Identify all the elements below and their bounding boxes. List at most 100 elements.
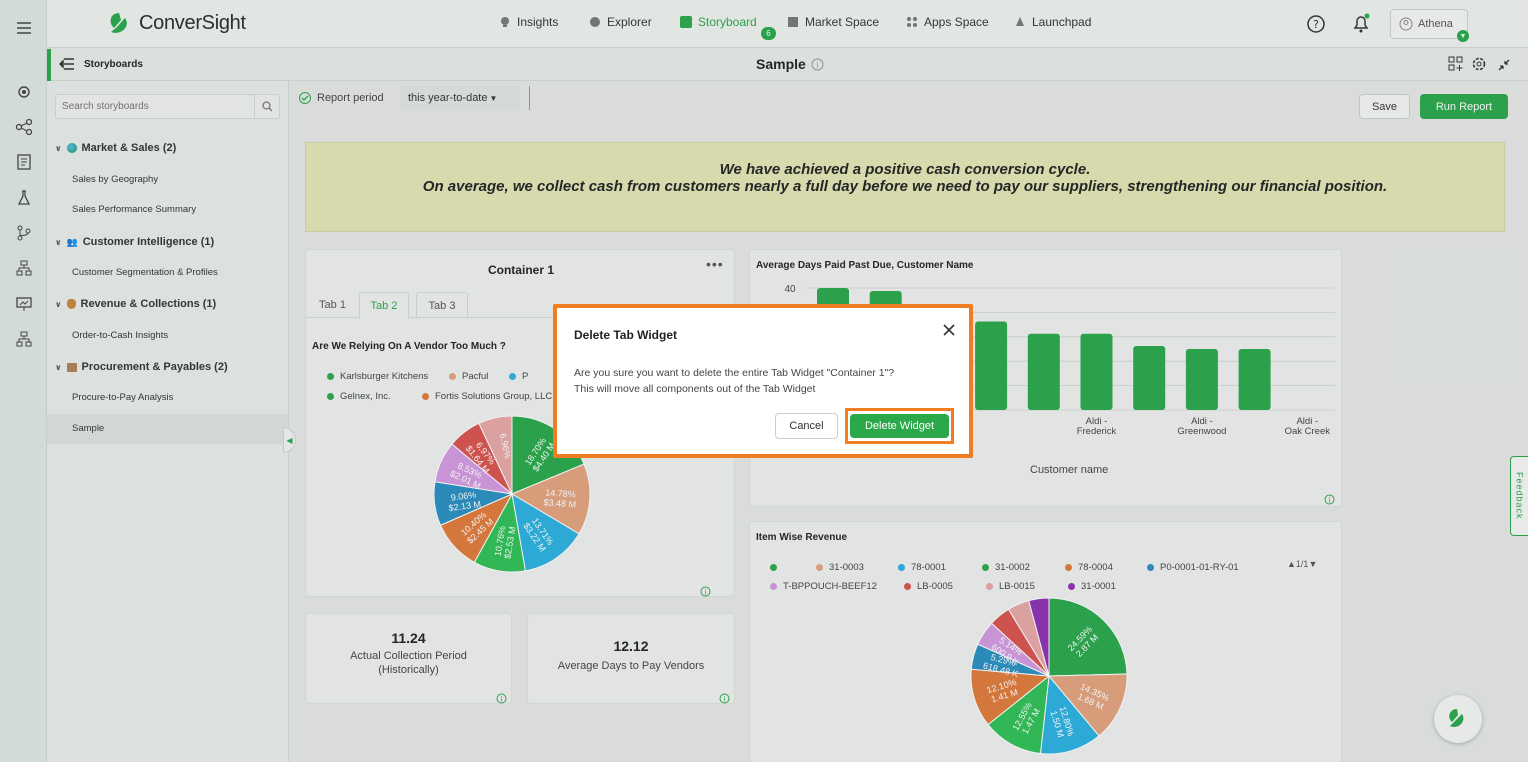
legend-item[interactable]: LB-0005: [904, 577, 986, 596]
report-period-check-icon[interactable]: [299, 92, 311, 104]
svg-text:i: i: [705, 589, 707, 597]
legend-item[interactable]: 31-0002: [982, 558, 1065, 577]
org-chart-icon[interactable]: [14, 329, 34, 349]
nav-apps-space[interactable]: Apps Space: [906, 15, 989, 29]
report-period-select[interactable]: this year-to-date ▼: [400, 86, 520, 110]
nav-market-space[interactable]: Market Space: [787, 15, 879, 29]
collapse-arrows-icon[interactable]: [1498, 58, 1510, 76]
x-tick-label: Frederick: [1077, 426, 1117, 437]
confirm-highlight: [845, 408, 954, 444]
sidebar-category-procurement-payables[interactable]: ∨ Procurement & Payables (2): [55, 361, 228, 373]
sidebar-category-customer-intelligence[interactable]: ∨ 👥 Customer Intelligence (1): [55, 236, 214, 248]
tab-2[interactable]: Tab 2: [359, 292, 409, 319]
legend-pager[interactable]: ▲1/1▼: [1287, 559, 1317, 569]
hamburger-menu-icon[interactable]: [14, 18, 34, 38]
sidebar-item-procure-to-pay[interactable]: Procure-to-Pay Analysis: [72, 392, 174, 403]
legend-item[interactable]: 78-0001: [898, 558, 982, 577]
bar[interactable]: [1027, 333, 1060, 410]
info-icon[interactable]: i: [811, 58, 824, 71]
search-input[interactable]: [56, 95, 246, 118]
vendor-pie-slice[interactable]: [511, 493, 580, 572]
pager-down-icon[interactable]: ▼: [1308, 559, 1318, 569]
legend-swatch: [1147, 563, 1154, 571]
run-report-button[interactable]: Run Report: [1420, 94, 1508, 119]
connections-icon[interactable]: [14, 117, 34, 137]
settings-icon[interactable]: [14, 82, 34, 102]
brand-logo[interactable]: ConverSight: [105, 10, 246, 36]
item-pie-slice[interactable]: [987, 674, 1050, 755]
sidebar-item-sales-performance[interactable]: Sales Performance Summary: [72, 204, 197, 215]
report-icon[interactable]: [14, 152, 34, 172]
bar[interactable]: [1080, 333, 1113, 410]
info-icon[interactable]: i: [719, 691, 730, 709]
legend-item[interactable]: 31-0001: [1068, 577, 1138, 596]
branch-icon[interactable]: [14, 223, 34, 243]
vendor-pie-slice-label: 14.78%$3.48 M: [543, 487, 576, 509]
legend-item[interactable]: 78-0004: [1065, 558, 1147, 577]
user-menu[interactable]: Athena ▼: [1390, 9, 1469, 42]
legend-item[interactable]: Pacful: [449, 367, 509, 387]
sidebar-category-revenue-collections[interactable]: ∨ Revenue & Collections (1): [55, 298, 216, 310]
item-pie-slice[interactable]: [1047, 673, 1128, 737]
tab-bar: Tab 1 Tab 2 Tab 3: [306, 290, 736, 319]
notification-bell-icon[interactable]: [1351, 13, 1371, 40]
sidebar-category-market-sales[interactable]: ∨ Market & Sales (2): [55, 142, 176, 154]
bar[interactable]: [1238, 349, 1271, 410]
tab-3[interactable]: Tab 3: [416, 292, 468, 318]
nav-launchpad[interactable]: Launchpad: [1014, 15, 1091, 29]
more-options-icon[interactable]: •••: [706, 256, 724, 272]
nav-explorer[interactable]: Explorer: [589, 15, 652, 29]
report-period-value: this year-to-date: [408, 92, 488, 104]
legend-item[interactable]: T-BPPOUCH-BEEF12: [770, 577, 904, 596]
lab-flask-icon[interactable]: [14, 188, 34, 208]
item-revenue-card: Item Wise Revenue 31-0003 78-0001 31-0002 7…: [749, 521, 1342, 762]
bar[interactable]: [975, 321, 1008, 410]
info-icon[interactable]: i: [700, 584, 711, 602]
item-pie-slice[interactable]: [1048, 597, 1128, 677]
legend-item[interactable]: [770, 558, 816, 577]
legend-item[interactable]: P: [509, 367, 539, 387]
info-icon[interactable]: i: [496, 691, 507, 709]
add-widget-icon[interactable]: [1448, 56, 1464, 77]
save-button[interactable]: Save: [1359, 94, 1410, 119]
user-menu-chevron-icon: ▼: [1457, 30, 1469, 42]
legend-item[interactable]: Karlsburger Kitchens: [327, 367, 449, 387]
delete-widget-button[interactable]: Delete Widget: [850, 414, 949, 438]
gear-icon[interactable]: [1471, 56, 1487, 77]
vendor-pie-slice[interactable]: [478, 415, 513, 495]
bar[interactable]: [1185, 349, 1218, 410]
hierarchy-icon[interactable]: [14, 258, 34, 278]
item-pie-slice[interactable]: [1028, 597, 1050, 677]
bar[interactable]: [1133, 345, 1166, 410]
collapse-sidebar-toggle[interactable]: ◀: [283, 427, 296, 453]
x-tick-label: Aldi -: [1296, 416, 1318, 427]
item-pie-slice[interactable]: [1039, 674, 1100, 755]
pager-up-icon[interactable]: ▲: [1287, 559, 1296, 569]
legend-item[interactable]: P0-0001-01-RY-01: [1147, 558, 1277, 577]
assistant-chat-button[interactable]: [1434, 695, 1482, 743]
nav-storyboard[interactable]: Storyboard 6: [680, 15, 776, 40]
bulb-icon: [501, 17, 509, 27]
legend-item[interactable]: Fortis Solutions Group, LLC: [422, 387, 552, 407]
legend-item[interactable]: LB-0015: [986, 577, 1068, 596]
feedback-tab[interactable]: Feedback: [1510, 456, 1528, 536]
vendor-legend: Karlsburger Kitchens Pacful P Gelnex, Inc.…: [327, 367, 577, 407]
search-icon[interactable]: [254, 95, 279, 118]
vendor-pie-slice[interactable]: [510, 463, 591, 535]
collapse-list-icon[interactable]: [59, 57, 75, 76]
info-icon[interactable]: i: [1324, 492, 1335, 510]
tab-1[interactable]: Tab 1: [319, 299, 346, 311]
sidebar-item-sample[interactable]: Sample: [72, 423, 105, 434]
legend-item[interactable]: 31-0003: [816, 558, 898, 577]
legend-item[interactable]: Gelnex, Inc.: [327, 387, 422, 407]
close-icon[interactable]: [942, 323, 956, 342]
help-icon[interactable]: ?: [1306, 14, 1326, 39]
cancel-button[interactable]: Cancel: [775, 413, 838, 439]
sidebar-item-sales-by-geography[interactable]: Sales by Geography: [72, 174, 159, 185]
sidebar-item-customer-segmentation[interactable]: Customer Segmentation & Profiles: [72, 267, 218, 278]
presentation-icon[interactable]: [14, 294, 34, 314]
item-pie-slice[interactable]: [970, 668, 1051, 726]
sidebar-item-order-to-cash[interactable]: Order-to-Cash Insights: [72, 330, 169, 341]
storyboard-count-badge: 6: [761, 27, 776, 40]
nav-insights[interactable]: Insights: [499, 15, 558, 29]
